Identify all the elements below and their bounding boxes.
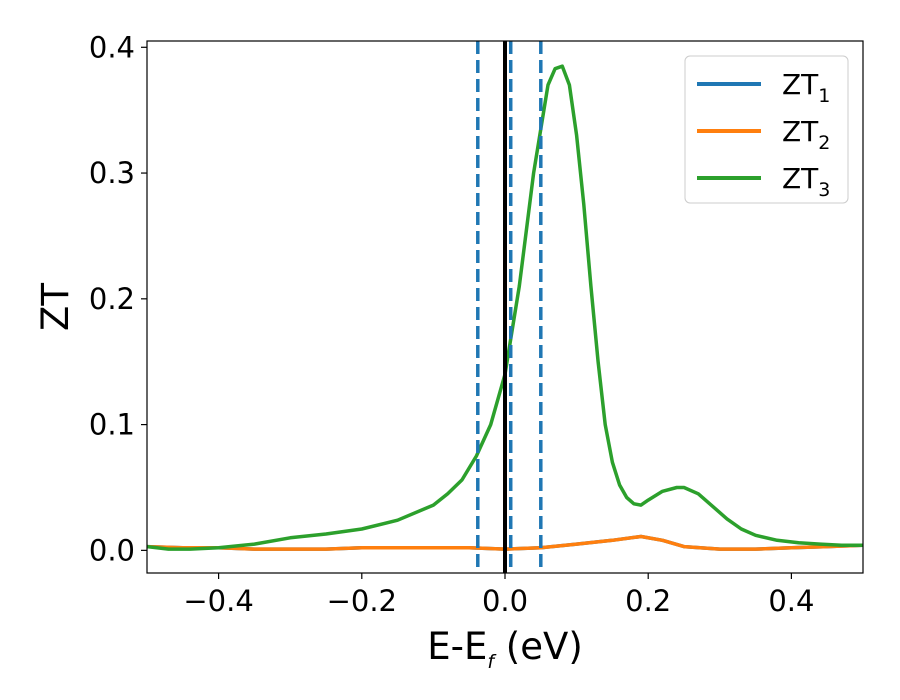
x-axis-label: E-Ef (eV)	[427, 625, 583, 673]
y-axis-label: ZT	[34, 283, 77, 331]
plot-area	[147, 41, 863, 573]
legend-label-zt3: ZT3	[782, 162, 830, 201]
series-line-zt2	[147, 534, 863, 551]
y-tick-label: 0.1	[89, 408, 135, 442]
legend-label-zt1: ZT1	[782, 68, 830, 107]
x-axis: −0.4 −0.2 0.0 0.2 0.4	[183, 573, 814, 618]
x-tick-label: 0.2	[625, 584, 671, 618]
y-axis: 0.0 0.1 0.2 0.3 0.4	[89, 30, 147, 567]
y-tick-label: 0.0	[89, 533, 135, 567]
x-tick-label: 0.0	[482, 584, 528, 618]
y-tick-label: 0.4	[89, 30, 135, 64]
x-tick-label: −0.4	[183, 584, 253, 618]
x-tick-label: 0.4	[768, 584, 814, 618]
y-tick-label: 0.3	[89, 156, 135, 190]
y-tick-label: 0.2	[89, 282, 135, 316]
legend-box	[684, 55, 849, 204]
legend-label-zt2: ZT2	[782, 115, 830, 154]
x-tick-label: −0.2	[327, 584, 397, 618]
legend: ZT1 ZT2 ZT3	[684, 55, 849, 204]
series-line-zt3	[147, 64, 863, 551]
